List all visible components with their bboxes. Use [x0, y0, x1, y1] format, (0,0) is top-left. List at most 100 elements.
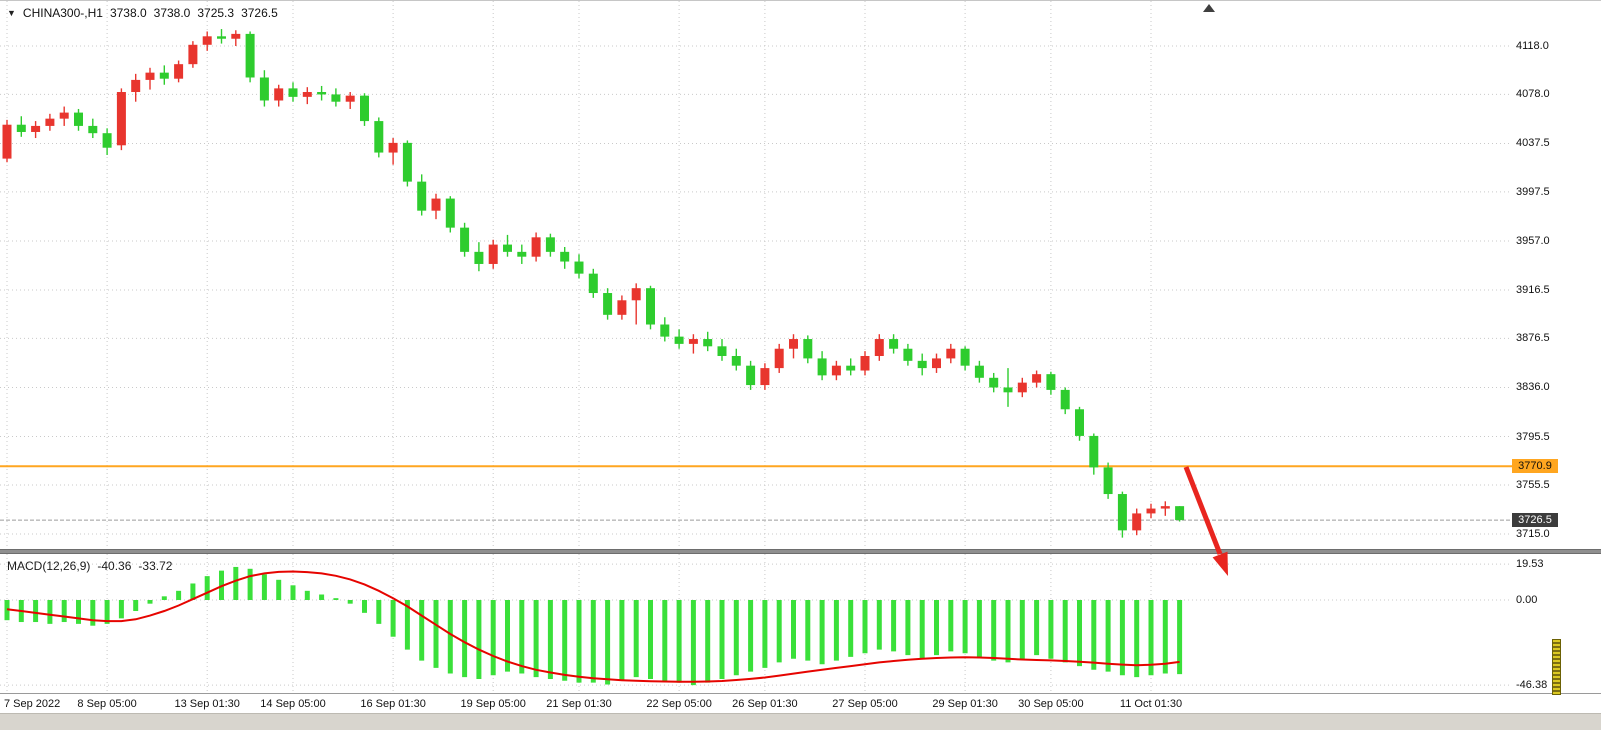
candle-body [989, 377, 999, 388]
macd-name: MACD(12,26,9) [7, 559, 91, 573]
candle-body [331, 94, 341, 102]
candle-body [116, 92, 126, 146]
candle-body [860, 355, 870, 371]
price-axis-label: 3715.0 [1516, 528, 1550, 540]
candle-body [531, 237, 541, 257]
ohlc-open: 3738.0 [109, 6, 147, 20]
time-axis[interactable]: 7 Sep 2022 8 Sep 05:00 13 Sep 01:30 14 Sep … [0, 693, 1601, 713]
macd-histogram [4, 566, 1183, 686]
candle-body [803, 339, 813, 359]
candle-body [774, 348, 784, 369]
time-axis-label: 16 Sep 01:30 [360, 698, 426, 710]
chart-shift-marker-icon[interactable] [1203, 4, 1215, 12]
candle-body [760, 368, 770, 386]
time-axis-label: 29 Sep 01:30 [932, 698, 998, 710]
price-axis-label: 3957.0 [1516, 234, 1550, 247]
candle-body [932, 358, 941, 369]
candle-body [231, 33, 241, 39]
price-axis-label: 3916.5 [1516, 284, 1550, 296]
candle-body [1046, 374, 1056, 390]
ohlc-close: 3726.5 [241, 6, 278, 20]
macd-indicator-readout: MACD(12,26,9) -40.36 -33.72 [7, 559, 172, 573]
candle-body [1089, 435, 1099, 468]
candle-body [245, 33, 255, 78]
candle-body [460, 227, 470, 252]
time-axis-label: 21 Sep 01:30 [546, 698, 612, 710]
candle-body [1003, 387, 1013, 393]
macd-axis-label: 0.00 [1516, 594, 1538, 606]
candle-body [288, 88, 298, 97]
chart-ohlc-readout: ▼ CHINA300-,H1 3738.0 3738.0 3725.3 3726… [7, 6, 278, 20]
candle-body [431, 198, 441, 211]
time-axis-label: 13 Sep 01:30 [174, 698, 240, 710]
time-axis-label: 7 Sep 2022 [4, 698, 61, 710]
arrow-shaft[interactable] [1183, 466, 1223, 555]
time-axis-label: 27 Sep 05:00 [832, 698, 898, 710]
candle-body [889, 339, 899, 349]
price-axis-label: 3836.0 [1516, 381, 1550, 394]
candle-body [874, 339, 884, 356]
window-bottom-strip [0, 713, 1601, 730]
candle-body [560, 251, 570, 262]
candle-body [1132, 513, 1142, 531]
candle-body [831, 365, 841, 376]
ohlc-low: 3725.3 [197, 6, 235, 20]
candle-body [317, 92, 327, 95]
candle-body [846, 365, 856, 371]
candle-body [488, 244, 498, 264]
price-chart-plot[interactable] [0, 1, 1512, 549]
candle-body [74, 112, 83, 126]
candle-body [717, 346, 727, 356]
candle-body [917, 360, 927, 369]
candle-body [1075, 409, 1084, 436]
candle-body [617, 300, 627, 315]
candle-body [903, 348, 913, 361]
time-axis-label: 30 Sep 05:00 [1018, 698, 1084, 710]
arrow-head[interactable] [1212, 551, 1228, 576]
candle-body [259, 77, 269, 101]
price-axis-label: 3755.5 [1516, 478, 1550, 491]
symbol-label: CHINA300-,H1 [22, 6, 103, 20]
candle-body [960, 348, 970, 366]
ohlc-high: 3738.0 [153, 6, 191, 20]
candle-body [16, 124, 26, 132]
candle-body [574, 261, 584, 274]
macd-axis-label: -46.38 [1516, 679, 1548, 692]
candle-body [746, 365, 756, 386]
current-price-badge: 3726.5 [1512, 513, 1558, 528]
candle-body [1160, 506, 1170, 509]
candle-body [417, 181, 427, 211]
trend-arrow-annotation[interactable] [1183, 466, 1228, 576]
candle-body [217, 36, 226, 39]
candle-body [703, 339, 713, 347]
time-axis-label: 19 Sep 05:00 [460, 698, 526, 710]
vertical-scrollbar-thumb[interactable] [1552, 639, 1561, 695]
time-gridlines [6, 1, 1152, 549]
candle-body [102, 133, 112, 148]
candle-body [603, 293, 613, 315]
macd-signal-value: -33.72 [138, 559, 173, 573]
candle-body [660, 324, 670, 337]
macd-value: -40.36 [97, 559, 132, 573]
candle-body [1175, 506, 1185, 521]
candle-body [388, 142, 398, 153]
candle-body [817, 358, 827, 376]
symbol-dropdown-icon[interactable]: ▼ [7, 7, 16, 18]
macd-indicator-plot[interactable] [0, 554, 1512, 693]
candle-body [688, 339, 698, 344]
candle-body [789, 339, 798, 349]
candle-body [345, 95, 355, 102]
candle-body [2, 124, 12, 159]
panel-divider[interactable] [0, 549, 1601, 554]
candle-body [31, 125, 41, 132]
time-axis-label: 26 Sep 01:30 [732, 698, 798, 710]
candle-body [59, 112, 69, 119]
price-axis[interactable]: 3770.9 3726.5 4118.0 4078.0 4037.5 3997.5 39… [1512, 1, 1601, 713]
candle-body [302, 92, 312, 97]
candle-body [974, 365, 984, 378]
time-axis-label: 14 Sep 05:00 [260, 698, 326, 710]
time-axis-label: 11 Oct 01:30 [1119, 698, 1183, 710]
candle-body [1060, 389, 1070, 410]
